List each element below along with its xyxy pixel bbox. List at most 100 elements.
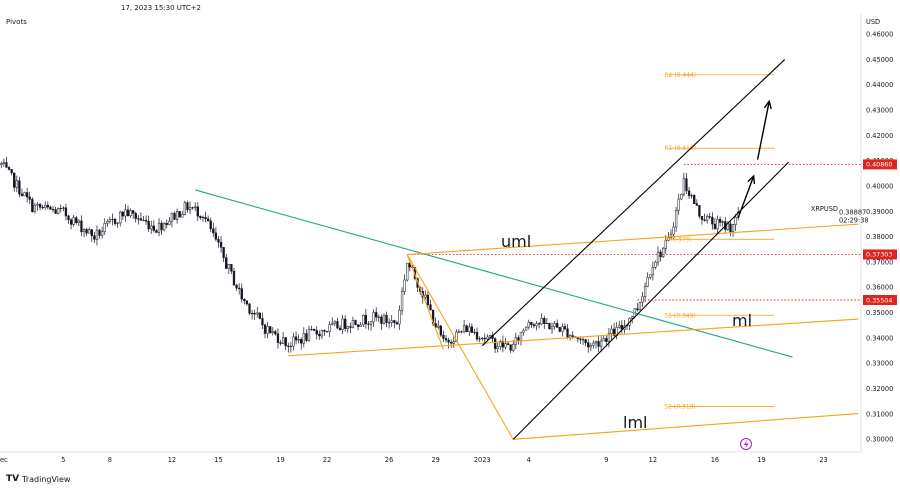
tradingview-brand[interactable]: TV TradingView	[6, 474, 70, 484]
candle-body	[437, 325, 440, 328]
candle-body	[281, 337, 285, 344]
candle-body	[95, 229, 99, 240]
ml-label: ml	[732, 311, 752, 330]
candle-body	[607, 333, 611, 342]
candle-body	[250, 313, 254, 315]
candle-body	[592, 342, 595, 346]
candle-body	[589, 345, 592, 348]
candle-body	[168, 220, 171, 225]
candles-group	[0, 156, 740, 353]
candle-body	[669, 233, 673, 239]
candle-body	[478, 338, 481, 340]
y-tick-label: 0.37000	[866, 258, 893, 266]
candle-body	[108, 219, 112, 222]
candle-body	[188, 207, 192, 210]
candle-body	[713, 223, 717, 230]
pivot-levels-group: R2 (0.444) R1 (0.415) P (0.379) S1 (0.349) S…	[664, 72, 775, 410]
candle-body	[695, 203, 698, 206]
candle-body	[300, 339, 303, 344]
time-axis: Dec 5 8 12 15 19 22 26 29 2023 4 9 12 16 19 23	[0, 456, 828, 464]
countdown-label: 02:29:38	[839, 216, 869, 224]
uml-line[interactable]	[407, 223, 859, 256]
candle-body	[359, 324, 362, 327]
candle-body	[674, 209, 678, 228]
candle-body	[51, 209, 55, 211]
candle-body	[310, 328, 313, 331]
candle-body	[147, 220, 150, 230]
candle-body	[325, 331, 329, 333]
y-tick-label: 0.43000	[866, 107, 893, 115]
candle-body	[15, 180, 18, 188]
ml-line[interactable]	[288, 318, 859, 357]
candle-body	[346, 326, 349, 329]
candle-body	[602, 338, 605, 342]
candle-body	[152, 225, 155, 231]
candle-body	[305, 333, 308, 341]
candle-body	[687, 190, 691, 196]
candle-body	[157, 222, 161, 233]
candle-body	[33, 204, 37, 212]
candle-body	[638, 302, 642, 311]
candle-body	[488, 335, 492, 338]
candle-body	[276, 333, 280, 343]
candle-body	[217, 239, 220, 243]
candle-body	[49, 206, 52, 210]
candle-body	[377, 316, 380, 318]
x-tick-label: 22	[323, 456, 331, 464]
lml-line[interactable]	[513, 412, 859, 440]
candle-body	[269, 326, 272, 333]
candle-body	[462, 325, 466, 332]
candle-body	[351, 319, 355, 328]
candle-body	[238, 287, 241, 289]
uml-label: uml	[501, 232, 531, 251]
candle-body	[708, 216, 711, 218]
candle-body	[468, 326, 471, 333]
candle-body	[558, 327, 561, 332]
candle-body	[656, 251, 660, 263]
candle-body	[88, 229, 91, 234]
candle-body	[235, 284, 238, 289]
candle-body	[57, 208, 60, 214]
y-tick-label: 0.36000	[866, 284, 893, 292]
candle-body	[191, 207, 194, 209]
candle-body	[199, 215, 202, 219]
candle-body	[597, 341, 600, 347]
candle-body	[424, 294, 427, 298]
y-tick-label: 0.44000	[866, 81, 893, 89]
candle-body	[28, 196, 31, 200]
channel-lower-line[interactable]	[512, 161, 789, 440]
candle-body	[362, 315, 365, 326]
candle-body	[72, 217, 75, 225]
candle-body	[253, 313, 256, 315]
candle-body	[137, 218, 140, 220]
candle-body	[111, 218, 114, 221]
candle-body	[201, 216, 205, 219]
candle-body	[263, 324, 267, 334]
tradingview-name: TradingView	[22, 474, 71, 484]
candle-body	[62, 207, 65, 209]
lightning-icon[interactable]	[740, 438, 752, 450]
candle-body	[307, 329, 311, 341]
fork-handle-2-line[interactable]	[406, 254, 444, 350]
candle-body	[711, 216, 714, 225]
candle-body	[85, 229, 88, 234]
candle-body	[525, 326, 528, 331]
current-price-label: 0.38887	[839, 208, 866, 216]
arrow-head-icon	[747, 174, 756, 185]
lml-label: lml	[623, 413, 647, 432]
candle-body	[501, 341, 505, 348]
candle-body	[403, 279, 406, 292]
candle-body	[163, 222, 166, 231]
candle-body	[576, 337, 580, 340]
candle-body	[181, 214, 184, 218]
channel-upper-line[interactable]	[481, 59, 786, 347]
candle-body	[315, 330, 318, 335]
trend-lines-group	[195, 59, 859, 440]
fork-handle-1-line[interactable]	[406, 254, 514, 440]
candle-body	[527, 322, 530, 328]
candle-body	[457, 331, 461, 333]
candle-body	[36, 203, 39, 206]
candle-body	[641, 296, 644, 303]
symbol-label: XRPUSD	[811, 205, 838, 213]
